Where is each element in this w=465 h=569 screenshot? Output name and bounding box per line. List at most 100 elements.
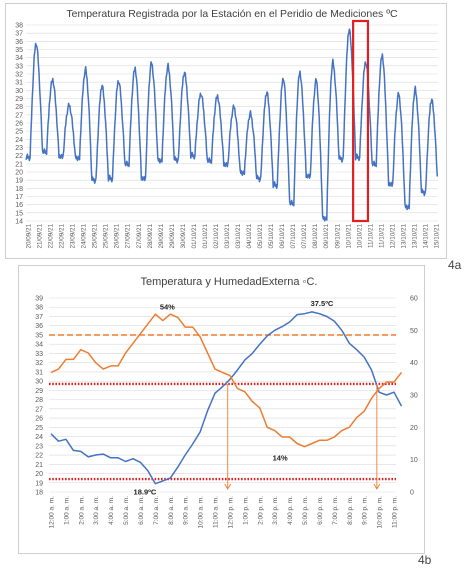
chart-a-x-tick-label: 09/10/21: [334, 224, 341, 249]
chart-b-x-tick-label: 5:00 a. m.: [123, 496, 130, 525]
chart-a-y-tick-label: 33: [15, 63, 23, 70]
chart-a-y-tick-label: 20: [15, 170, 23, 177]
chart-a-x-tick-label: 29/09/21: [158, 224, 165, 249]
chart-b-y-tick-label: 22: [35, 453, 43, 460]
chart-b-series: [50, 311, 403, 485]
chart-b-x-tick-label: 9:00 a. m.: [183, 496, 190, 525]
chart-b-data-label: 54%: [160, 302, 175, 311]
chart-b-y-tick-label: 37: [35, 314, 43, 321]
chart-b-y2-tick-label: 60: [410, 296, 418, 303]
chart-a-x-tick-label: 21/09/21: [37, 224, 44, 249]
chart-b-y-tick-label: 34: [35, 342, 43, 349]
chart-b-y-tick-label: 23: [35, 443, 43, 450]
chart-b-y-tick-label: 29: [35, 388, 43, 395]
chart-a-y-tick-label: 18: [15, 186, 23, 193]
chart-b-y2-tick-label: 50: [410, 328, 418, 335]
chart-a-x-tick-label: 27/09/21: [136, 224, 143, 249]
chart-b-data-label: 37.5ºC: [311, 299, 334, 308]
chart-a-x-tick-label: 13/10/21: [411, 224, 418, 249]
chart-a-x-tick-label: 22/09/21: [48, 224, 55, 249]
chart-b-temperature-line: [50, 311, 403, 485]
chart-b-x-tick-label: 12:00 p. m.: [227, 496, 234, 529]
chart-a-y-tick-label: 38: [15, 23, 23, 30]
chart-a-y-tick-label: 29: [15, 96, 23, 103]
chart-b-x-tick-label: 11:00 p. m.: [392, 496, 399, 528]
chart-a-x-tick-label: 10/10/21: [345, 224, 352, 249]
chart-b-x-tick-label: 10:00 p. m.: [377, 496, 384, 529]
chart-a-y-tick-label: 34: [15, 55, 23, 62]
chart-a-y-tick-label: 16: [15, 202, 23, 209]
chart-a-title: Temperatura Registrada por la Estación e…: [66, 8, 398, 20]
chart-b-x-tick-label: 8:00 a. m.: [168, 496, 175, 525]
chart-a-x-tick-label: 29/09/21: [169, 224, 176, 249]
chart-a: Temperatura Registrada por la Estación e…: [15, 8, 441, 249]
chart-a-y-tick-label: 32: [15, 72, 23, 79]
chart-a-y-tick-label: 27: [15, 112, 23, 119]
chart-b-y-axis-right: 0 10 20 30 40 50 60: [410, 296, 418, 497]
chart-a-y-tick-label: 36: [15, 39, 23, 46]
chart-b-x-axis: 12:00 a. m. 1:00 a. m. 2:00 a. m. 3:00 a. m…: [49, 496, 399, 529]
panel-label-a: 4a: [448, 258, 462, 272]
chart-b-x-tick-label: 5:00 p. m.: [302, 496, 309, 525]
chart-b-y2-tick-label: 40: [410, 360, 418, 367]
chart-b-y-tick-label: 32: [35, 360, 43, 367]
chart-b-x-tick-label: 9:00 p. m.: [362, 496, 369, 525]
chart-b-x-tick-label: 1:00 a. m.: [63, 496, 70, 525]
chart-b-y-tick-label: 36: [35, 323, 43, 330]
chart-a-y-tick-label: 31: [15, 80, 23, 87]
chart-b-y-tick-label: 18: [35, 490, 43, 497]
chart-a-y-tick-label: 15: [15, 210, 23, 217]
chart-a-y-tick-label: 24: [15, 137, 23, 144]
chart-b-markers: [224, 383, 381, 490]
chart-a-x-tick-label: 08/10/21: [312, 224, 319, 249]
chart-b-x-tick-label: 7:00 p. m.: [332, 496, 339, 525]
chart-a-x-tick-label: 03/10/21: [224, 224, 231, 249]
chart-a-x-tick-label: 01/10/21: [191, 224, 198, 249]
chart-b-y2-tick-label: 30: [410, 393, 418, 400]
chart-a-highlight-layer: [352, 19, 370, 223]
chart-b-y2-tick-label: 10: [410, 457, 418, 464]
chart-b-annotations: 54% 37.5ºC 14% 18.9ºC: [134, 299, 334, 497]
chart-b-title: Temperatura y HumedadExterna ◦C.: [141, 276, 318, 288]
chart-b-x-tick-label: 1:00 p. m.: [242, 496, 249, 525]
chart-a-x-tick-label: 07/10/21: [290, 224, 297, 249]
chart-a-y-tick-label: 17: [15, 194, 23, 201]
chart-a-x-tick-label: 02/10/21: [213, 224, 220, 249]
chart-b-y-tick-label: 35: [35, 332, 43, 339]
chart-a-y-tick-label: 22: [15, 153, 23, 160]
chart-b-data-label: 18.9ºC: [134, 488, 157, 497]
chart-a-y-tick-label: 30: [15, 88, 23, 95]
chart-b-x-tick-label: 4:00 p. m.: [287, 496, 294, 525]
chart-b-y2-tick-label: 20: [410, 425, 418, 432]
chart-b-y-tick-label: 27: [35, 406, 43, 413]
chart-b-crossing-arrow: [224, 483, 232, 490]
chart-a-x-tick-label: 07/10/21: [301, 224, 308, 249]
chart-a-y-tick-label: 23: [15, 145, 23, 152]
chart-a-x-axis: 20/09/21 21/09/21 22/09/21 22/09/21 23/09/21…: [26, 224, 441, 249]
chart-a-y-tick-label: 14: [15, 219, 23, 226]
chart-a-x-tick-label: 30/09/21: [180, 224, 187, 249]
chart-b-y-tick-label: 24: [35, 434, 43, 441]
chart-b-x-tick-label: 3:00 p. m.: [272, 496, 279, 525]
chart-b-reference-lines: [49, 334, 396, 481]
chart-a-x-tick-label: 11/10/21: [367, 224, 374, 249]
chart-b-x-tick-label: 6:00 p. m.: [317, 496, 324, 525]
chart-b-humidity-line: [50, 313, 403, 448]
chart-b-y-tick-label: 38: [35, 305, 43, 312]
chart-a-x-tick-label: 09/10/21: [323, 224, 330, 249]
chart-b-x-tick-label: 3:00 a. m.: [93, 496, 100, 525]
chart-a-y-tick-label: 26: [15, 121, 23, 128]
chart-a-x-tick-label: 01/10/21: [202, 224, 209, 249]
chart-b-x-tick-label: 7:00 a. m.: [153, 496, 160, 525]
chart-a-x-tick-label: 14/10/21: [422, 224, 429, 249]
chart-b-y-tick-label: 25: [35, 425, 43, 432]
chart-a-y-tick-label: 19: [15, 178, 23, 185]
chart-a-x-tick-label: 06/10/21: [279, 224, 286, 249]
chart-a-x-tick-label: 15/10/21: [434, 224, 441, 249]
chart-b-x-tick-label: 2:00 p. m.: [257, 496, 264, 525]
chart-a-x-tick-label: 25/09/21: [92, 224, 99, 249]
chart-a-x-tick-label: 28/09/21: [147, 224, 154, 249]
chart-b-y-tick-label: 33: [35, 351, 43, 358]
chart-a-x-tick-label: 05/10/21: [257, 224, 264, 249]
chart-b-crossing-arrow: [373, 483, 381, 490]
